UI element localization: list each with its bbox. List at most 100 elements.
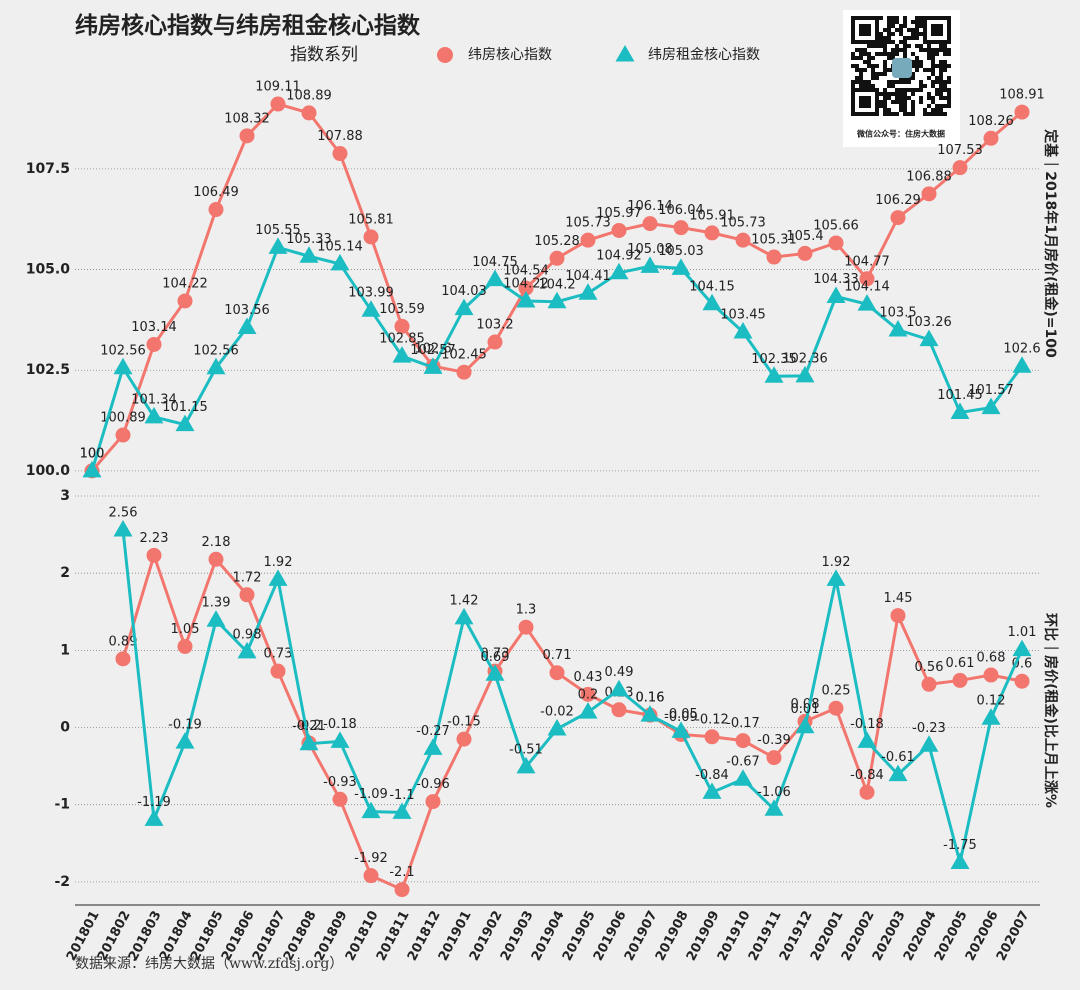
data-label: 104.03 <box>441 284 487 299</box>
data-label: 104.54 <box>503 264 549 279</box>
data-point <box>764 799 784 816</box>
data-label: 0.61 <box>946 656 975 671</box>
data-label: 105.91 <box>689 208 735 223</box>
data-label: 1.05 <box>171 622 200 637</box>
qr-finder <box>859 24 871 36</box>
data-label: 0.25 <box>822 684 851 699</box>
qr-cell <box>891 40 895 44</box>
qr-cell <box>907 112 911 116</box>
qr-cell <box>875 52 879 56</box>
qr-cell <box>915 68 919 72</box>
qr-cell <box>895 20 899 24</box>
data-point <box>423 357 443 374</box>
data-point <box>580 686 596 702</box>
qr-cell <box>875 64 879 68</box>
qr-finder <box>851 16 879 44</box>
data-point <box>487 334 503 350</box>
data-point <box>144 809 164 826</box>
qr-cell <box>879 104 883 108</box>
qr-cell <box>863 60 867 64</box>
qr-cell <box>859 84 863 88</box>
qr-cell <box>927 112 931 116</box>
data-point <box>578 702 598 719</box>
qr-cell <box>931 56 935 60</box>
qr-cell <box>923 112 927 116</box>
qr-cell <box>883 64 887 68</box>
data-label: -1.06 <box>757 785 791 800</box>
qr-cell <box>931 80 935 84</box>
data-point <box>146 336 162 352</box>
qr-cell <box>891 56 895 60</box>
qr-cell <box>919 48 923 52</box>
data-point <box>797 245 813 261</box>
data-label: 2.23 <box>140 531 169 546</box>
qr-cell <box>947 64 951 68</box>
data-label: 0.12 <box>977 694 1006 709</box>
qr-cell <box>887 16 891 20</box>
qr-cell <box>867 56 871 60</box>
qr-cell <box>903 40 907 44</box>
qr-finder <box>851 88 879 116</box>
data-point <box>485 269 505 287</box>
data-point <box>239 128 255 144</box>
qr-cell <box>903 52 907 56</box>
y-axis-label: 环比｜房价(租金)比上月上涨% <box>1042 613 1059 808</box>
qr-cell <box>891 24 895 28</box>
data-point <box>921 676 937 692</box>
data-label: 0.08 <box>791 697 820 712</box>
data-point <box>113 519 133 537</box>
qr-cell <box>891 80 895 84</box>
data-label: 0.69 <box>481 650 510 665</box>
legend-label: 纬房核心指数 <box>468 47 552 63</box>
data-label: 104.22 <box>162 276 208 291</box>
qr-cell <box>895 44 899 48</box>
data-label: -0.19 <box>168 718 202 733</box>
data-point <box>983 667 999 683</box>
qr-cell <box>919 100 923 104</box>
data-point <box>268 237 288 254</box>
data-label: 104.77 <box>844 254 890 269</box>
y-tick-label: 105.0 <box>26 262 71 278</box>
y-tick-label: 102.5 <box>26 362 70 378</box>
data-label: 105.73 <box>720 216 766 231</box>
qr-cell <box>887 108 891 112</box>
data-label: 1.39 <box>202 596 231 611</box>
qr-cell <box>943 52 947 56</box>
data-point <box>485 664 505 681</box>
data-point <box>330 731 350 748</box>
data-label: 101.34 <box>131 392 177 407</box>
data-label: -1.92 <box>354 851 388 866</box>
qr-cell <box>859 52 863 56</box>
data-label: 105.28 <box>534 234 580 249</box>
qr-cell <box>883 48 887 52</box>
qr-cell <box>891 84 895 88</box>
data-point <box>766 750 782 766</box>
qr-cell <box>903 48 907 52</box>
data-label: 108.89 <box>286 88 332 103</box>
qr-cell <box>903 80 907 84</box>
qr-cell <box>899 100 903 104</box>
qr-cell <box>867 60 871 64</box>
data-point <box>177 638 193 654</box>
qr-cell <box>895 28 899 32</box>
qr-cell <box>891 112 895 116</box>
qr-cell <box>931 68 935 72</box>
qr-cell <box>855 68 859 72</box>
data-point <box>423 738 443 755</box>
data-point <box>859 271 875 287</box>
data-label: 107.88 <box>317 129 363 144</box>
data-label: 103.59 <box>379 302 425 317</box>
qr-cell <box>855 56 859 60</box>
qr-cell <box>915 60 919 64</box>
qr-cell <box>887 32 891 36</box>
data-label: 102.56 <box>193 343 239 358</box>
qr-cell <box>871 68 875 72</box>
data-label: -2.1 <box>389 865 414 880</box>
qr-cell <box>887 24 891 28</box>
qr-cell <box>871 64 875 68</box>
qr-cell <box>939 112 943 116</box>
qr-cell <box>931 60 935 64</box>
data-point <box>640 705 660 722</box>
data-point <box>671 258 691 275</box>
qr-cell <box>855 64 859 68</box>
